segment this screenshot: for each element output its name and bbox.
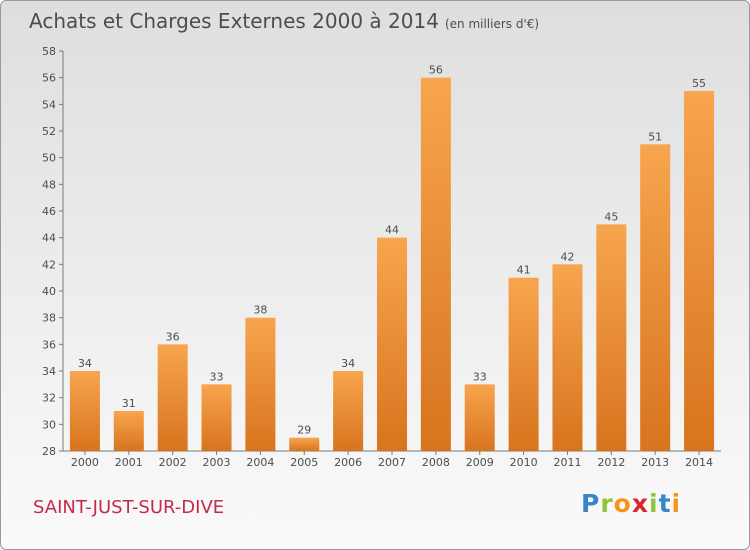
bar	[596, 224, 627, 451]
bar-value-label: 31	[122, 397, 136, 410]
x-tick-label: 2004	[246, 456, 274, 469]
bar-value-label: 45	[604, 210, 618, 223]
bar	[508, 277, 539, 451]
y-tick-label: 36	[42, 338, 56, 351]
bar-value-label: 33	[210, 370, 224, 383]
x-tick-label: 2011	[553, 456, 581, 469]
bar	[420, 77, 451, 452]
bar-value-label: 56	[429, 64, 443, 77]
bar-value-label: 51	[648, 130, 662, 143]
bar-value-label: 36	[166, 330, 180, 343]
x-tick-label: 2006	[334, 456, 362, 469]
y-tick-label: 50	[42, 152, 56, 165]
y-tick-label: 38	[42, 312, 56, 325]
logo-letter: o	[613, 489, 632, 518]
bar	[201, 384, 232, 451]
y-tick-label: 42	[42, 258, 56, 271]
chart-title: Achats et Charges Externes 2000 à 2014 (e…	[29, 9, 539, 33]
bar	[684, 91, 715, 451]
x-tick-label: 2000	[71, 456, 99, 469]
x-tick-label: 2001	[115, 456, 143, 469]
y-tick-label: 54	[42, 98, 56, 111]
x-tick-label: 2002	[159, 456, 187, 469]
bar	[640, 144, 671, 452]
bar	[333, 371, 364, 451]
y-tick-label: 52	[42, 125, 56, 138]
bar-value-label: 33	[473, 370, 487, 383]
bar	[69, 371, 100, 451]
logo-letter: P	[581, 489, 601, 518]
y-tick-label: 32	[42, 392, 56, 405]
chart-title-text: Achats et Charges Externes 2000 à 2014	[29, 9, 439, 33]
logo-letter: r	[600, 489, 614, 518]
x-tick-label: 2007	[378, 456, 406, 469]
bar-value-label: 38	[253, 304, 267, 317]
y-tick-label: 34	[42, 365, 56, 378]
bar	[377, 237, 407, 451]
y-tick-label: 44	[42, 232, 56, 245]
proxiti-logo: Proxiti	[581, 489, 681, 518]
x-tick-label: 2010	[510, 456, 538, 469]
bar-value-label: 34	[341, 357, 355, 370]
bar	[157, 344, 188, 451]
x-tick-label: 2012	[597, 456, 625, 469]
y-tick-label: 30	[42, 418, 56, 431]
logo-letter: t	[658, 489, 672, 518]
bar-value-label: 42	[560, 250, 574, 263]
x-tick-label: 2013	[641, 456, 669, 469]
bar	[289, 437, 320, 451]
y-tick-label: 56	[42, 72, 56, 85]
bar-value-label: 29	[297, 424, 311, 437]
logo-letter: i	[649, 489, 659, 518]
logo-letter: x	[631, 489, 649, 518]
x-tick-label: 2014	[685, 456, 713, 469]
bar-value-label: 41	[517, 264, 531, 277]
x-tick-label: 2009	[466, 456, 494, 469]
bar	[245, 317, 276, 451]
commune-name: SAINT-JUST-SUR-DIVE	[33, 497, 225, 518]
chart-subtitle: (en milliers d'€)	[444, 17, 540, 31]
bar	[552, 264, 583, 451]
bar	[113, 411, 144, 451]
bar-value-label: 34	[78, 357, 92, 370]
logo-letter: i	[671, 489, 682, 518]
x-tick-label: 2005	[290, 456, 318, 469]
y-tick-label: 48	[42, 178, 56, 191]
bar-value-label: 55	[692, 77, 706, 90]
y-tick-label: 58	[42, 45, 56, 58]
bar	[464, 384, 495, 451]
y-tick-label: 46	[42, 205, 56, 218]
y-tick-label: 40	[42, 285, 56, 298]
bar-value-label: 44	[385, 224, 399, 237]
x-tick-label: 2003	[203, 456, 231, 469]
x-tick-label: 2008	[422, 456, 450, 469]
y-tick-label: 28	[42, 445, 56, 458]
